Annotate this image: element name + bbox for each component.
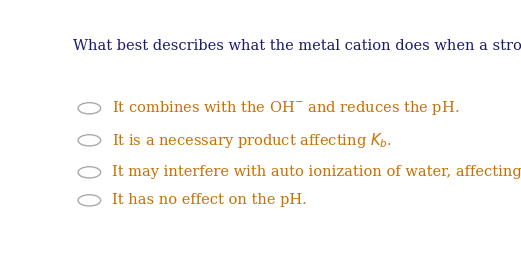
Text: It has no effect on the pH.: It has no effect on the pH. [111, 193, 306, 207]
Text: It may interfere with auto ionization of water, affecting pH.: It may interfere with auto ionization of… [111, 165, 521, 179]
Text: It combines with the OH$^{-}$ and reduces the pH.: It combines with the OH$^{-}$ and reduce… [111, 99, 459, 117]
Text: It is a necessary product affecting $K_b$.: It is a necessary product affecting $K_b… [111, 131, 391, 150]
Text: What best describes what the metal cation does when a strong base ionizes?: What best describes what the metal catio… [73, 39, 521, 53]
